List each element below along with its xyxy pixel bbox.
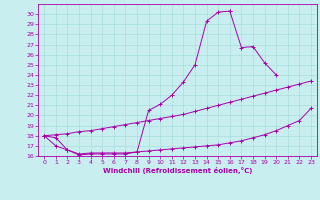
X-axis label: Windchill (Refroidissement éolien,°C): Windchill (Refroidissement éolien,°C)	[103, 167, 252, 174]
